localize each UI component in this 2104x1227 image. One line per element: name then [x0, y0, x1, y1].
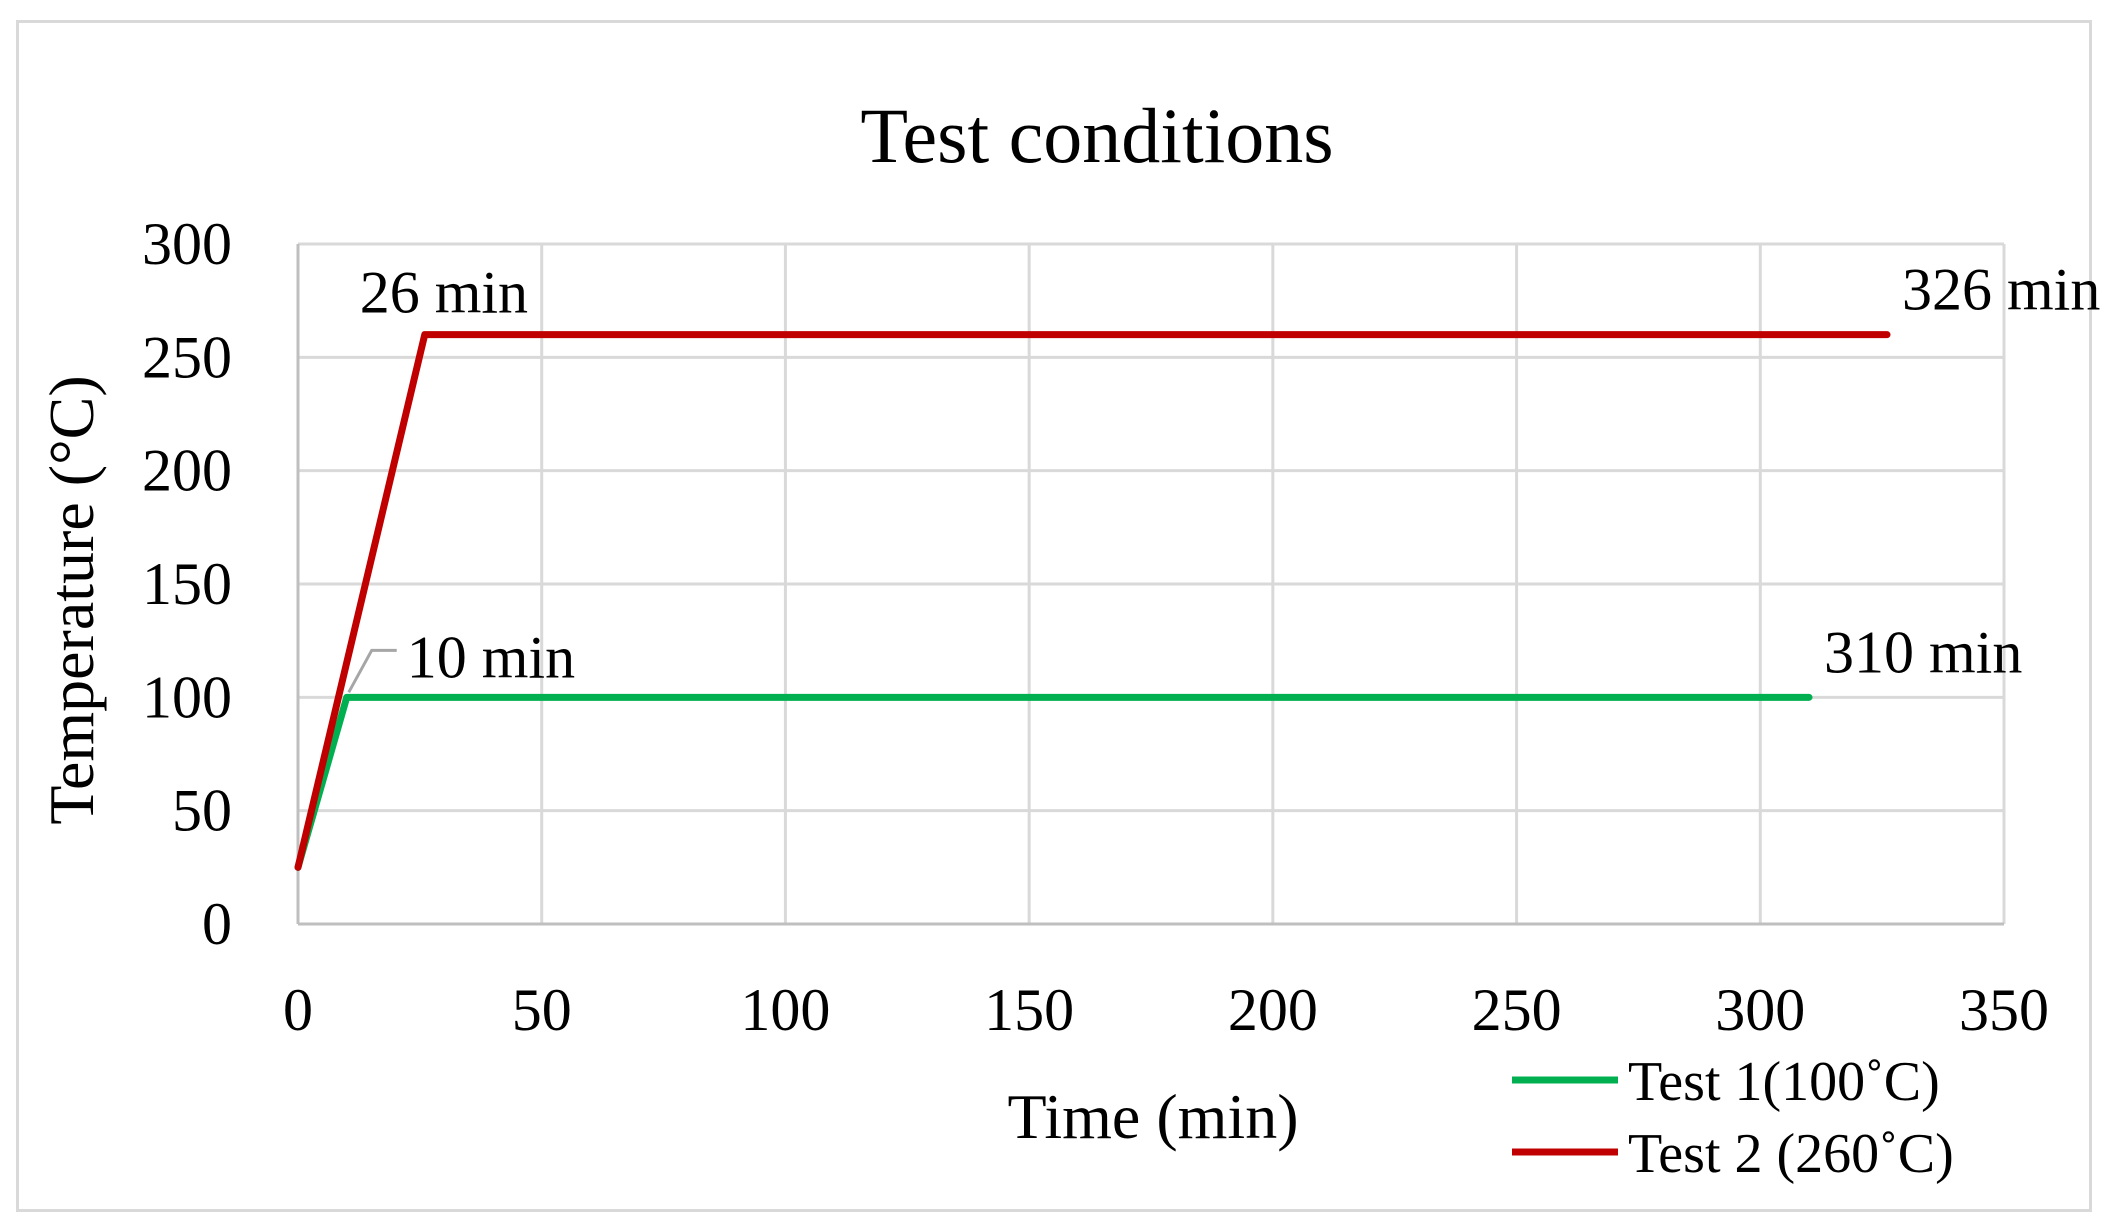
x-axis: 0 50 100 150 200 250 300 350 — [283, 922, 2049, 1043]
data-label: 26 min — [360, 260, 528, 326]
y-axis-title: Temperature (°C) — [36, 375, 107, 824]
annotation-leader-line — [347, 648, 397, 694]
data-label: 310 min — [1824, 619, 2022, 685]
y-tick-label: 200 — [142, 438, 232, 504]
x-tick-label: 150 — [984, 977, 1074, 1043]
y-tick-label: 50 — [172, 778, 232, 844]
legend: Test 1(100˚C) Test 2 (260˚C) — [1512, 1051, 1954, 1185]
annotations: 26 min 326 min 10 min 310 min — [347, 257, 2100, 694]
x-tick-label: 250 — [1472, 977, 1562, 1043]
series-lines — [294, 331, 1891, 871]
x-axis-title: Time (min) — [1008, 1081, 1299, 1152]
x-tick-label: 350 — [1959, 977, 2049, 1043]
chart-title: Test conditions — [860, 92, 1333, 179]
data-label: 326 min — [1902, 257, 2100, 323]
legend-label: Test 1(100˚C) — [1628, 1051, 1940, 1113]
y-axis: 0 50 100 150 200 250 300 — [142, 211, 300, 957]
y-tick-label: 150 — [142, 551, 232, 617]
x-tick-label: 300 — [1715, 977, 1805, 1043]
gridlines — [298, 242, 2006, 924]
y-tick-label: 300 — [142, 211, 232, 277]
y-tick-label: 0 — [202, 891, 232, 957]
series-line-1 — [294, 693, 1813, 871]
x-tick-label: 200 — [1228, 977, 1318, 1043]
data-label: 10 min — [407, 624, 575, 690]
chart-frame — [16, 20, 2092, 1212]
y-tick-label: 250 — [142, 324, 232, 390]
legend-label: Test 2 (260˚C) — [1628, 1123, 1954, 1185]
x-tick-label: 100 — [740, 977, 830, 1043]
y-tick-label: 100 — [142, 664, 232, 730]
series-line-2 — [294, 331, 1891, 871]
x-tick-label: 0 — [283, 977, 313, 1043]
x-tick-label: 50 — [512, 977, 572, 1043]
